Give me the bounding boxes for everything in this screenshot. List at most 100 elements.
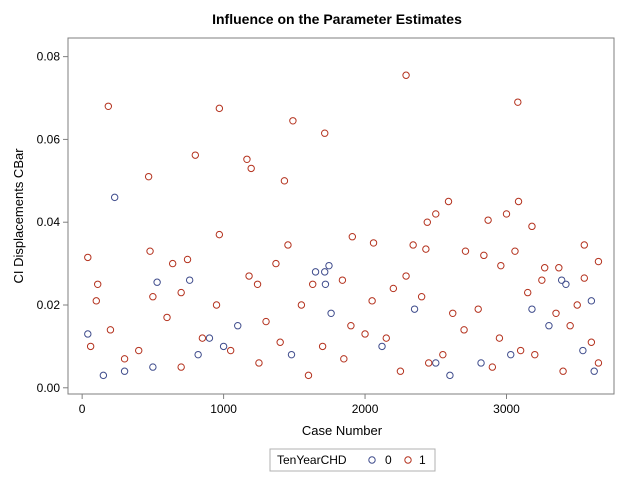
point-series-1 — [528, 222, 536, 231]
point-series-1 — [497, 261, 505, 270]
point-series-1 — [183, 255, 192, 264]
y-tick-label: 0.00 — [37, 381, 61, 395]
point-series-1 — [226, 346, 235, 355]
point-series-1 — [573, 301, 581, 309]
y-tick-label: 0.04 — [37, 215, 61, 229]
point-series-1 — [538, 276, 546, 284]
point-series-0 — [153, 278, 161, 286]
point-series-1 — [297, 301, 306, 309]
point-series-0 — [410, 305, 419, 313]
point-series-0 — [477, 359, 485, 367]
point-series-1 — [424, 359, 433, 367]
point-series-1 — [580, 241, 588, 249]
point-series-0 — [194, 350, 202, 359]
point-series-1 — [488, 363, 497, 371]
point-series-1 — [198, 334, 207, 342]
point-series-1 — [289, 117, 297, 125]
point-series-1 — [559, 367, 567, 375]
point-series-1 — [389, 284, 398, 293]
point-series-1 — [396, 367, 405, 375]
x-tick-label: 0 — [79, 402, 86, 416]
point-series-1 — [423, 218, 431, 226]
point-series-1 — [212, 301, 221, 309]
point-series-0 — [120, 367, 129, 375]
data-points — [84, 71, 603, 380]
point-series-1 — [540, 264, 549, 272]
point-series-0 — [432, 359, 440, 367]
legend: TenYearCHD 0 1 — [269, 448, 436, 472]
point-series-1 — [552, 309, 560, 317]
point-series-0 — [149, 363, 157, 371]
point-series-1 — [280, 177, 289, 185]
point-series-0 — [587, 297, 596, 305]
point-series-0 — [562, 280, 570, 289]
point-series-1 — [516, 346, 525, 355]
x-axis-label: Case Number — [302, 423, 383, 438]
point-series-1 — [309, 280, 317, 289]
point-series-1 — [409, 241, 417, 249]
point-series-0 — [590, 367, 598, 375]
point-series-0 — [321, 280, 330, 289]
point-series-0 — [528, 305, 536, 313]
point-series-1 — [163, 313, 171, 322]
point-series-1 — [587, 338, 596, 346]
point-series-1 — [243, 155, 251, 163]
point-series-1 — [417, 293, 426, 301]
point-series-1 — [402, 71, 410, 79]
point-series-0 — [311, 268, 320, 276]
point-series-1 — [338, 276, 347, 284]
y-axis-label: CI Displacements CBar — [11, 148, 26, 284]
point-series-1 — [474, 305, 482, 313]
point-series-0 — [321, 268, 329, 276]
point-series-1 — [439, 350, 447, 359]
point-series-1 — [92, 297, 100, 305]
point-series-0 — [185, 276, 194, 284]
point-series-1 — [215, 230, 224, 239]
point-series-1 — [146, 247, 154, 255]
y-tick-label: 0.02 — [37, 298, 61, 312]
point-series-0 — [110, 193, 119, 202]
y-axis: 0.00 0.02 0.04 0.06 0.08 — [37, 50, 68, 395]
legend-label-0: 0 — [385, 453, 392, 467]
point-series-1 — [247, 164, 255, 173]
point-series-1 — [120, 355, 129, 363]
point-series-1 — [449, 309, 457, 317]
x-tick-label: 1000 — [210, 402, 237, 416]
x-tick-label: 3000 — [493, 402, 520, 416]
point-series-1 — [149, 293, 157, 301]
point-series-1 — [104, 102, 113, 111]
point-series-1 — [555, 264, 563, 272]
x-tick-label: 2000 — [352, 402, 379, 416]
plot-frame — [67, 37, 615, 395]
point-series-1 — [168, 259, 177, 268]
point-series-1 — [580, 274, 588, 282]
point-series-1 — [177, 288, 185, 297]
legend-title: TenYearCHD — [277, 453, 347, 467]
point-series-1 — [215, 104, 224, 113]
point-series-1 — [594, 359, 603, 367]
point-series-1 — [318, 342, 327, 351]
point-series-1 — [304, 371, 313, 380]
x-axis: 0 1000 2000 3000 — [79, 394, 520, 416]
point-series-0 — [378, 342, 386, 351]
point-series-1 — [340, 355, 348, 363]
point-series-0 — [205, 334, 214, 342]
point-series-1 — [531, 350, 539, 359]
point-series-1 — [432, 210, 440, 218]
point-series-0 — [99, 371, 108, 380]
y-tick-label: 0.06 — [37, 132, 61, 146]
point-series-1 — [368, 297, 376, 305]
point-series-0 — [325, 261, 333, 270]
point-series-0 — [287, 350, 296, 359]
point-series-0 — [219, 342, 228, 351]
point-series-1 — [514, 98, 522, 106]
point-series-0 — [446, 371, 454, 380]
point-series-0 — [557, 276, 566, 284]
point-series-1 — [284, 241, 292, 249]
legend-frame — [269, 448, 436, 472]
chart-title: Influence on the Parameter Estimates — [212, 11, 462, 27]
point-series-1 — [84, 253, 92, 262]
point-series-1 — [402, 272, 410, 280]
